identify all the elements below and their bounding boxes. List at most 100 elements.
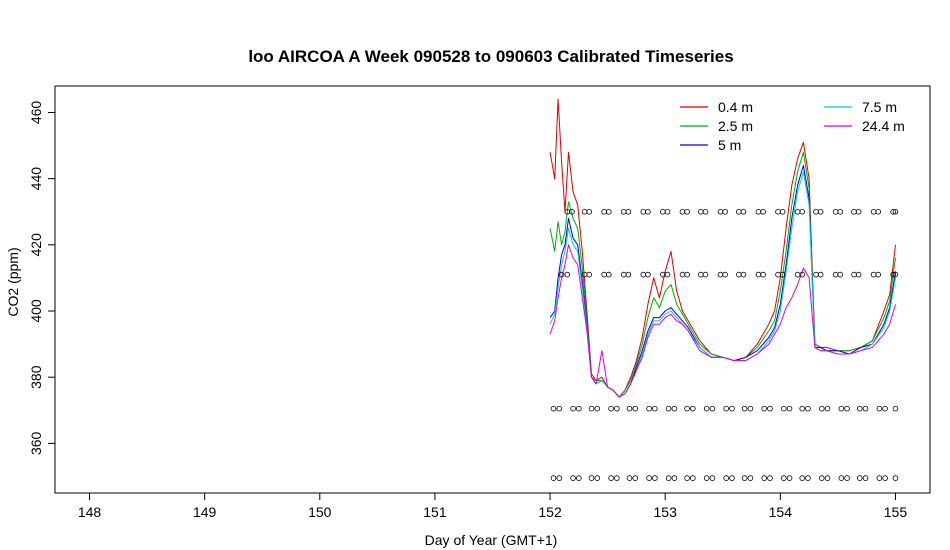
marker-point <box>723 405 730 412</box>
marker-point <box>652 405 658 412</box>
legend-label: 2.5 m <box>718 118 753 134</box>
marker-point <box>558 271 565 278</box>
marker-point <box>761 405 768 412</box>
x-tick-label: 151 <box>423 504 447 520</box>
marker-point <box>652 475 658 481</box>
marker-point <box>855 271 862 278</box>
marker-point <box>684 271 690 278</box>
marker-point <box>779 208 786 215</box>
marker-point <box>767 405 773 412</box>
marker-point <box>550 475 557 481</box>
marker-point <box>608 475 614 481</box>
marker-point <box>671 475 678 481</box>
series-layer <box>549 98 896 398</box>
y-tick-label: 400 <box>28 299 44 323</box>
legend-label: 24.4 m <box>862 118 905 134</box>
marker-point <box>690 475 696 481</box>
marker-point <box>882 405 888 412</box>
marker-point <box>729 475 735 481</box>
marker-point <box>614 405 620 412</box>
x-tick-label: 154 <box>769 504 793 520</box>
y-tick-label: 420 <box>28 233 44 257</box>
marker-point <box>780 475 787 481</box>
y-tick-label: 440 <box>28 167 44 191</box>
x-axis: 148 149 150 151 152 153 154 155 <box>78 493 907 520</box>
marker-point <box>875 271 881 278</box>
marker-point <box>882 475 888 481</box>
x-tick-label: 148 <box>78 504 102 520</box>
marker-layer <box>550 208 899 481</box>
legend-label: 7.5 m <box>862 99 897 115</box>
y-tick-label: 460 <box>28 101 44 125</box>
marker-point <box>729 405 735 412</box>
marker-point <box>817 208 824 215</box>
marker-point <box>818 475 825 481</box>
series-line-2-5-m <box>549 151 896 398</box>
marker-point <box>722 208 728 215</box>
marker-point <box>664 208 671 215</box>
marker-point <box>741 405 748 412</box>
marker-point <box>740 271 747 278</box>
marker-point <box>588 405 595 412</box>
marker-point <box>570 405 576 412</box>
x-axis-label: Day of Year (GMT+1) <box>425 532 558 548</box>
marker-point <box>767 475 773 481</box>
plot-frame <box>54 85 931 494</box>
marker-point <box>605 208 612 215</box>
marker-point <box>684 475 690 481</box>
marker-point <box>570 475 576 481</box>
x-tick-label: 149 <box>193 504 217 520</box>
marker-point <box>556 475 563 481</box>
marker-point <box>586 208 593 215</box>
marker-point <box>818 405 825 412</box>
marker-point <box>626 405 633 412</box>
marker-point <box>723 475 730 481</box>
legend-label: 5 m <box>718 137 741 153</box>
legend-label: 0.4 m <box>718 99 753 115</box>
marker-point <box>862 475 869 481</box>
x-tick-label: 155 <box>884 504 908 520</box>
y-tick-label: 360 <box>28 431 44 455</box>
marker-point <box>892 405 899 412</box>
marker-point <box>703 475 710 481</box>
marker-point <box>837 271 843 278</box>
y-axis: 360 380 400 420 440 460 <box>28 101 55 455</box>
x-tick-label: 152 <box>538 504 562 520</box>
y-tick-label: 380 <box>28 365 44 389</box>
marker-point <box>722 271 728 278</box>
marker-point <box>646 405 652 412</box>
marker-point <box>805 475 811 481</box>
x-tick-label: 153 <box>654 504 678 520</box>
marker-point <box>626 475 633 481</box>
marker-point <box>760 208 766 215</box>
marker-point <box>855 208 862 215</box>
marker-point <box>645 208 651 215</box>
marker-point <box>890 271 896 278</box>
marker-point <box>550 405 557 412</box>
marker-point <box>837 208 843 215</box>
marker-point <box>709 405 716 412</box>
series-line-5-m <box>549 164 896 398</box>
x-tick-label: 150 <box>308 504 332 520</box>
marker-point <box>838 405 845 412</box>
marker-point <box>625 271 632 278</box>
marker-point <box>876 475 883 481</box>
marker-point <box>588 475 595 481</box>
marker-point <box>892 475 899 481</box>
legend: 0.4 m 2.5 m 5 m 7.5 m 24.4 m <box>680 99 905 153</box>
marker-point <box>684 405 690 412</box>
marker-point <box>838 475 845 481</box>
marker-point <box>856 475 863 481</box>
marker-point <box>817 271 824 278</box>
marker-point <box>645 271 651 278</box>
marker-point <box>862 405 869 412</box>
marker-point <box>702 208 709 215</box>
marker-point <box>761 475 768 481</box>
marker-point <box>876 405 883 412</box>
marker-point <box>684 208 690 215</box>
marker-point <box>646 475 652 481</box>
marker-point <box>632 475 639 481</box>
marker-point <box>632 405 639 412</box>
marker-point <box>594 405 601 412</box>
marker-point <box>799 208 806 215</box>
